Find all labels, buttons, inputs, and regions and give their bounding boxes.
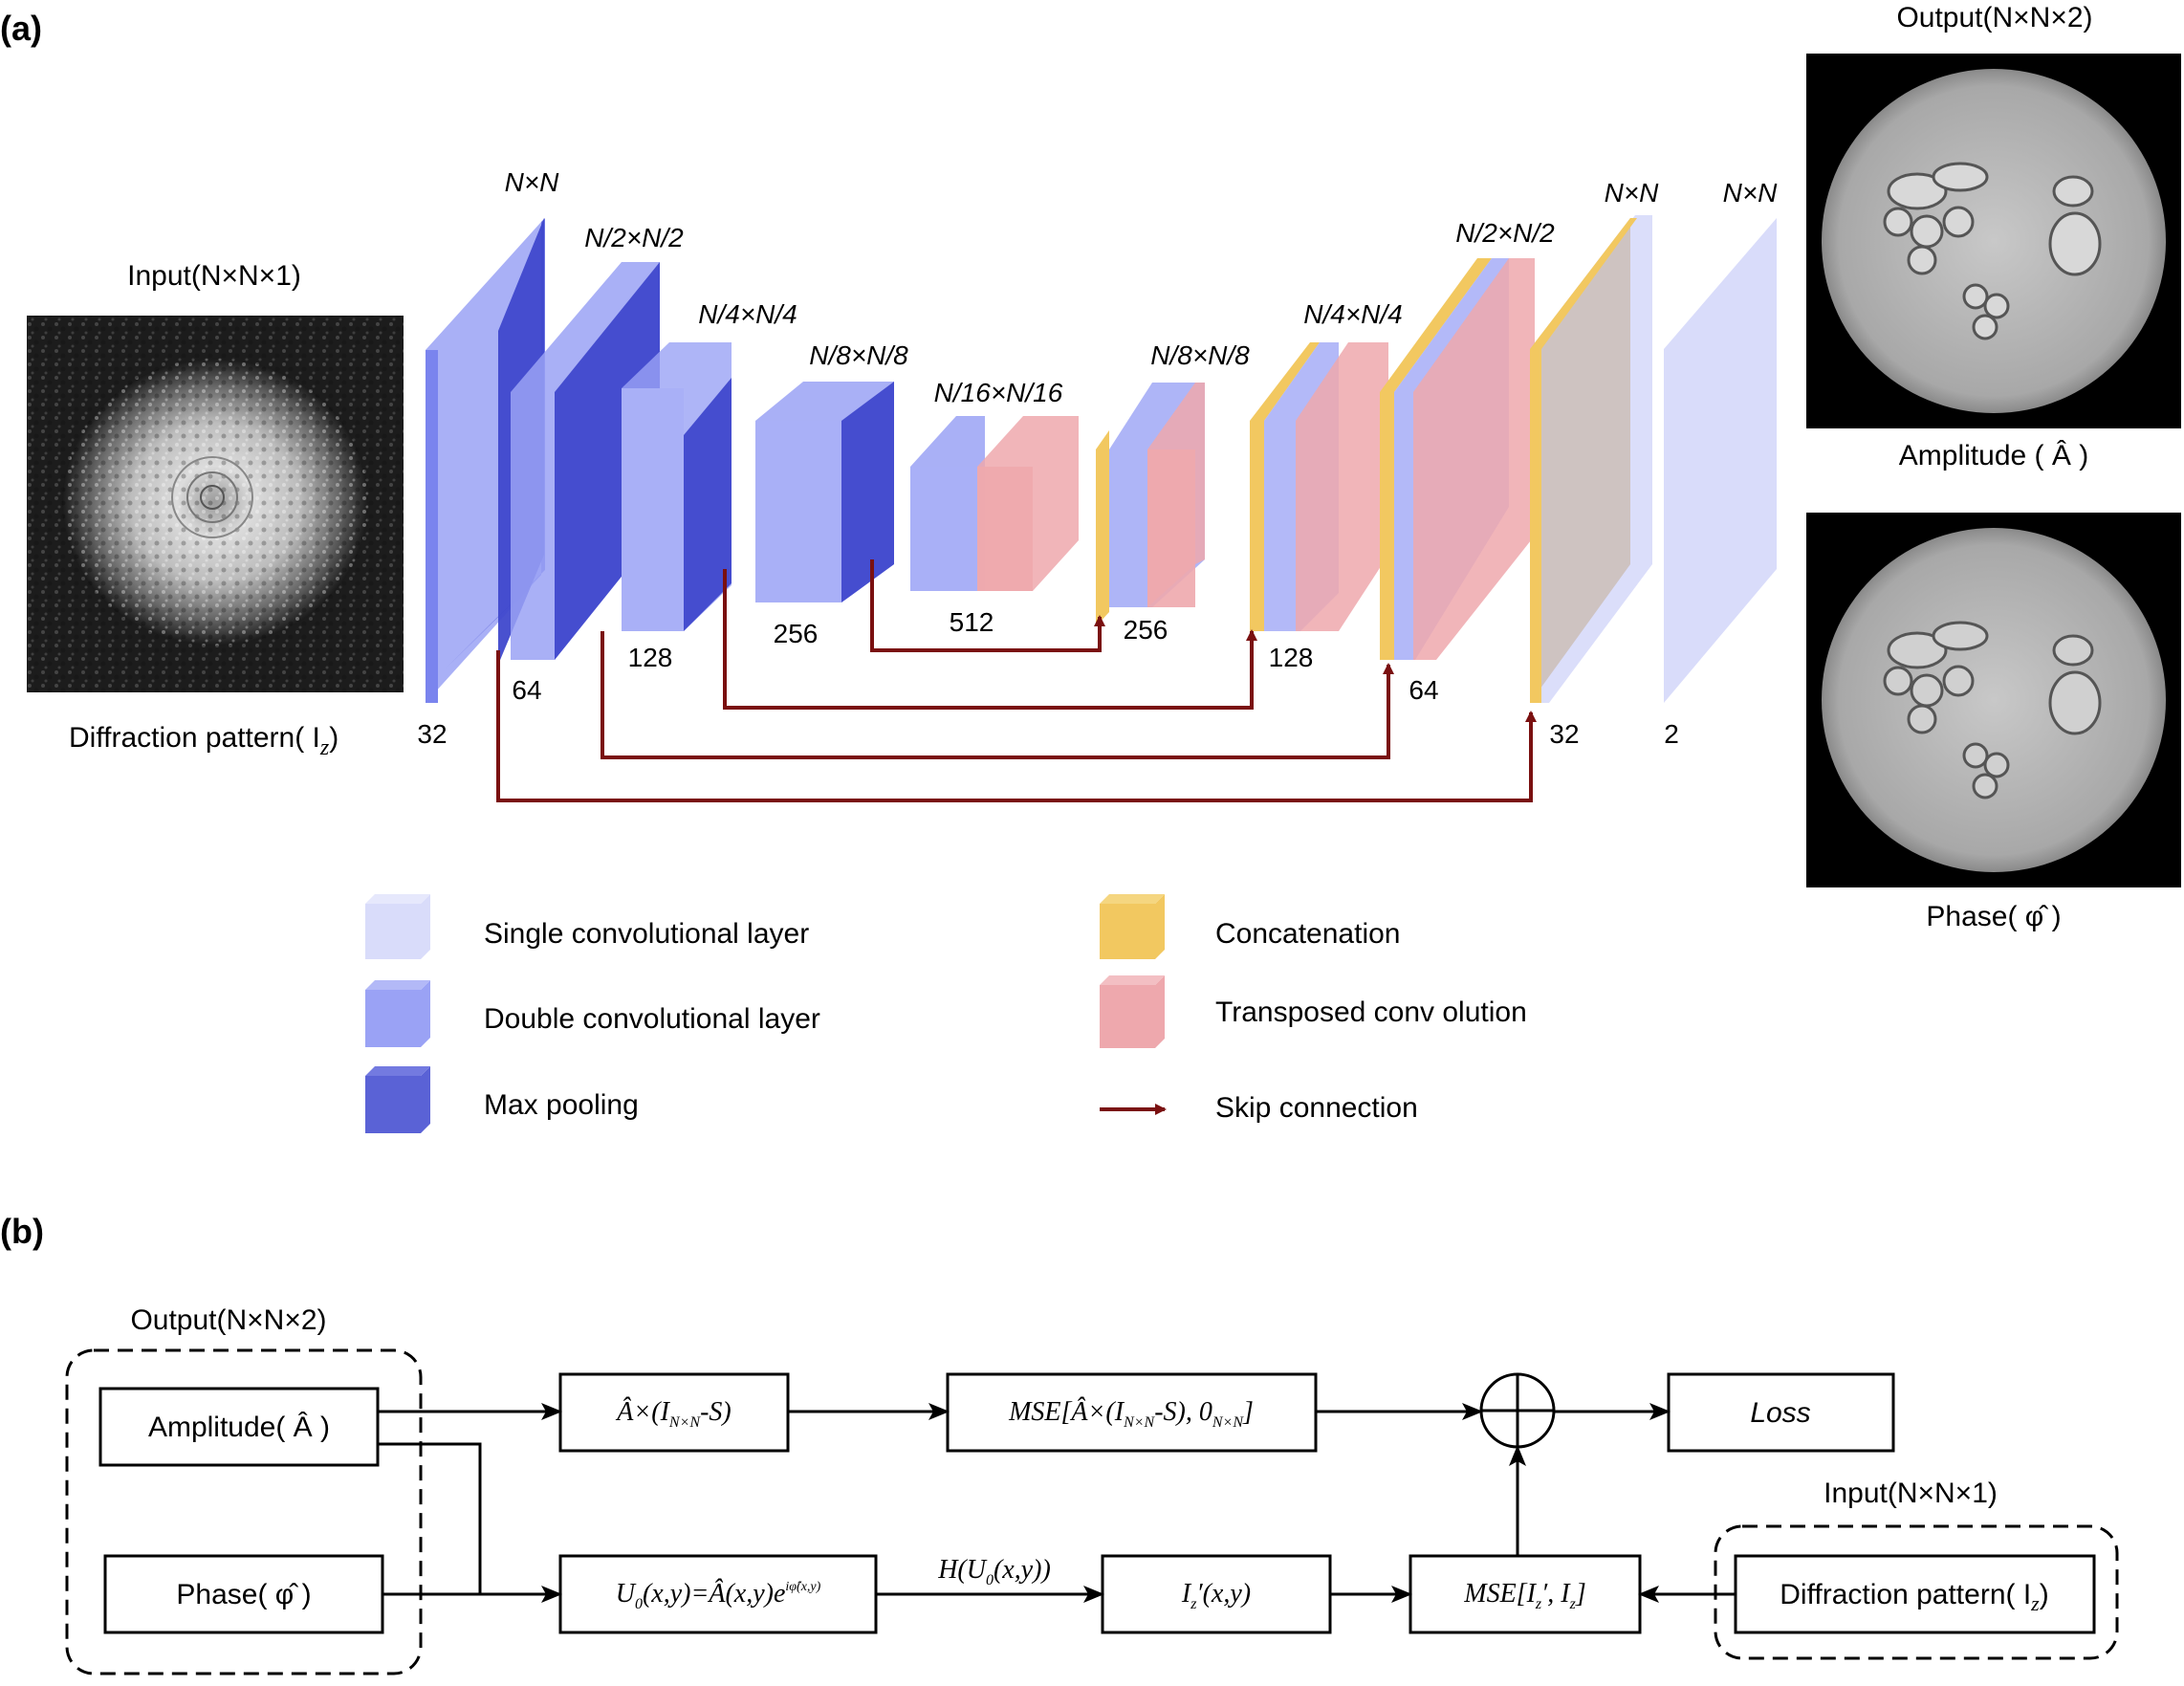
legend-double-conv: Double convolutional layer bbox=[365, 980, 820, 1047]
svg-text:Double convolutional layer: Double convolutional layer bbox=[484, 1003, 820, 1035]
bottleneck-size: N/16×N/16 bbox=[934, 378, 1063, 407]
diffraction-image bbox=[27, 316, 404, 692]
dec2-channels: 128 bbox=[1269, 643, 1314, 672]
decoder-block-3 bbox=[1380, 258, 1535, 660]
legend-transposed-conv: Transposed conv olution bbox=[1100, 975, 1527, 1048]
mask-box bbox=[558, 1372, 790, 1453]
mse-intensity-box-label: MSE[Iz′, Iz] bbox=[1463, 1579, 1585, 1612]
dec3-size: N/2×N/2 bbox=[1455, 218, 1555, 248]
skip-connection-2 bbox=[723, 569, 1257, 710]
output-block bbox=[1664, 218, 1777, 703]
loss-box bbox=[1667, 1372, 1895, 1453]
propagation-label: H(U0(x,y)) bbox=[937, 1555, 1051, 1588]
enc3-channels: 128 bbox=[628, 643, 673, 672]
out-channels: 2 bbox=[1664, 719, 1679, 749]
decoder-block-1 bbox=[1096, 383, 1205, 626]
field-box-label: U0(x,y)=Â(x,y)eiφ̂(x,y) bbox=[616, 1579, 821, 1612]
enc4-channels: 256 bbox=[774, 619, 819, 648]
enc2-channels: 64 bbox=[512, 675, 541, 705]
legend-max-pooling: Max pooling bbox=[365, 1066, 639, 1133]
skip-connections bbox=[496, 559, 1537, 802]
dec4-size: N×N bbox=[1605, 178, 1660, 208]
encoder-block-3 bbox=[622, 342, 732, 631]
enc2-size: N/2×N/2 bbox=[584, 223, 684, 252]
output-title: Output(N×N×2) bbox=[1896, 2, 2092, 33]
panel-b-label: (b) bbox=[0, 1212, 44, 1251]
amplitude-caption: Amplitude ( Â ) bbox=[1899, 440, 2088, 471]
output-group-title: Output(N×N×2) bbox=[130, 1304, 326, 1336]
unet-diagram bbox=[426, 215, 1777, 703]
svg-text:Single convolutional layer: Single convolutional layer bbox=[484, 918, 809, 950]
phase-caption: Phase( φ̂ ) bbox=[1926, 901, 2061, 932]
enc4-size: N/8×N/8 bbox=[809, 340, 908, 370]
decoder-block-2 bbox=[1250, 342, 1388, 631]
diffraction-box-label: Diffraction pattern( Iz) bbox=[1780, 1579, 2048, 1615]
svg-text:Diffraction pattern( Iz): Diffraction pattern( Iz) bbox=[69, 722, 339, 760]
phase-image bbox=[1806, 513, 2181, 887]
bottleneck-channels: 512 bbox=[950, 607, 994, 637]
encoder-block-4 bbox=[755, 382, 894, 602]
phase-box-label: Phase( φ̂ ) bbox=[176, 1579, 311, 1610]
flow-arrows bbox=[378, 1403, 1736, 1603]
mse-mask-box bbox=[946, 1372, 1318, 1453]
mse-mask-box-label: MSE[Â×(IN×N-S), 0N×N] bbox=[1008, 1397, 1254, 1431]
legend: Single convolutional layer Double convol… bbox=[365, 894, 1527, 1133]
diffraction-box bbox=[1734, 1554, 2096, 1634]
input-caption: Diffraction pattern( I bbox=[69, 722, 320, 754]
enc3-size: N/4×N/4 bbox=[698, 299, 797, 329]
mse-intensity-box bbox=[1409, 1554, 1642, 1634]
skip-connection-3 bbox=[601, 631, 1394, 759]
amplitude-box-label: Amplitude( Â ) bbox=[148, 1412, 330, 1443]
decoder-block-4 bbox=[1530, 215, 1652, 703]
output-group bbox=[65, 1348, 423, 1675]
legend-concatenation: Concatenation bbox=[1100, 894, 1400, 959]
loss-box-label: Loss bbox=[1750, 1397, 1810, 1429]
legend-single-conv: Single convolutional layer bbox=[365, 894, 809, 959]
skip-connection-1 bbox=[870, 559, 1105, 652]
amplitude-box bbox=[98, 1387, 380, 1467]
intensity-box-label: Iz′(x,y) bbox=[1181, 1579, 1251, 1612]
skip-connection-4 bbox=[496, 650, 1537, 802]
mask-box-label: Â×(IN×N-S) bbox=[615, 1397, 731, 1431]
svg-text:Concatenation: Concatenation bbox=[1215, 918, 1400, 950]
dec4-channels: 32 bbox=[1549, 719, 1579, 749]
svg-text:Max pooling: Max pooling bbox=[484, 1089, 639, 1121]
input-title: Input(N×N×1) bbox=[127, 260, 301, 292]
dec1-size: N/8×N/8 bbox=[1150, 340, 1250, 370]
block-labels: N×N 32 N/2×N/2 64 N/4×N/4 128 N/8×N/8 25… bbox=[417, 167, 1778, 749]
dec1-channels: 256 bbox=[1124, 615, 1168, 645]
svg-text:Skip connection: Skip connection bbox=[1215, 1092, 1418, 1124]
panel-a-label: (a) bbox=[0, 9, 42, 48]
input-group bbox=[1714, 1524, 2119, 1660]
out-size: N×N bbox=[1723, 178, 1779, 208]
svg-text:Transposed conv olution: Transposed conv olution bbox=[1215, 996, 1527, 1028]
dec2-size: N/4×N/4 bbox=[1303, 299, 1403, 329]
enc1-channels: 32 bbox=[417, 719, 447, 749]
bottleneck-block bbox=[910, 416, 1079, 591]
amplitude-image bbox=[1806, 54, 2181, 428]
field-box bbox=[558, 1554, 878, 1634]
legend-skip-connection: Skip connection bbox=[1100, 1092, 1418, 1124]
enc1-size: N×N bbox=[505, 167, 560, 197]
dec3-channels: 64 bbox=[1409, 675, 1438, 705]
input-group-title: Input(N×N×1) bbox=[1824, 1478, 1998, 1509]
